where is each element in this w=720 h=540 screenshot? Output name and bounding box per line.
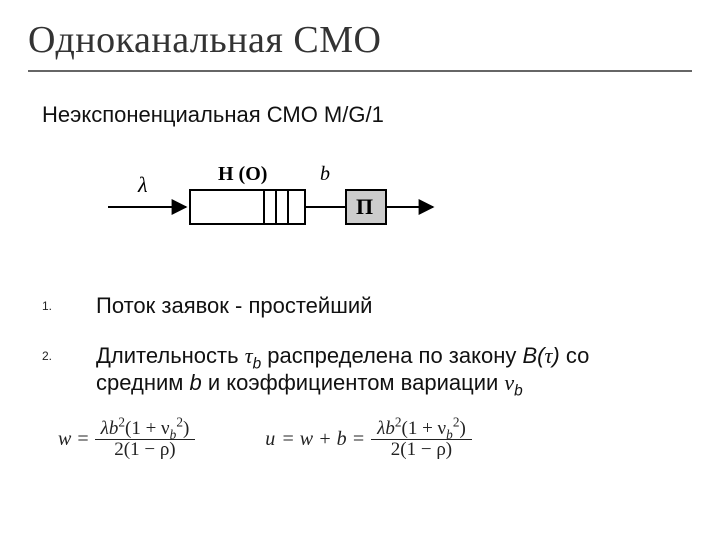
nu-symbol: ν: [504, 370, 514, 395]
txt: (1 + ν: [402, 418, 447, 439]
numerator: λb2(1 + νb2): [371, 419, 472, 440]
txt: ): [459, 418, 465, 439]
w-lhs: w: [58, 428, 71, 451]
denominator: 2(1 − ρ): [108, 440, 181, 461]
tau-symbol: τ: [245, 343, 253, 368]
list-text-1: Поток заявок - простейший: [96, 292, 372, 320]
queue-label: H (O): [218, 163, 267, 185]
txt: ): [183, 418, 189, 439]
list-item: 1. Поток заявок - простейший: [42, 292, 692, 320]
formula-w: w = λb2(1 + νb2) 2(1 − ρ): [58, 419, 195, 462]
queue-diagram: λ H (O) b П: [98, 152, 692, 252]
B-close: ): [552, 343, 559, 368]
lambda-label: λ: [137, 172, 148, 197]
slide-title: Одноканальная СМО: [28, 18, 692, 72]
list-number: 1.: [42, 292, 96, 313]
u-lhs: u: [265, 428, 275, 451]
fraction: λb2(1 + νb2) 2(1 − ρ): [95, 419, 196, 462]
list-item: 2. Длительность τ b распределена по закон…: [42, 342, 692, 397]
list-text-2: Длительность τ b распределена по закону B…: [96, 342, 676, 397]
b-symbol: b: [190, 370, 202, 395]
list-number: 2.: [42, 342, 96, 363]
txt: (1 + ν: [125, 418, 170, 439]
txt: λb: [101, 418, 119, 439]
b-label: b: [320, 163, 330, 185]
B-open: B(: [523, 343, 545, 368]
numerator: λb2(1 + νb2): [95, 419, 196, 440]
txt: Длительность: [96, 343, 245, 368]
formula-u: u = w + b = λb2(1 + νb2) 2(1 − ρ): [265, 419, 472, 462]
txt: и коэффициентом вариации: [202, 370, 505, 395]
txt: распределена по закону: [261, 343, 522, 368]
fraction: λb2(1 + νb2) 2(1 − ρ): [371, 419, 472, 462]
u-eq: = w + b =: [281, 428, 365, 451]
slide-subtitle: Неэкспоненциальная СМО М/G/1: [42, 102, 692, 128]
sq: 2: [395, 414, 402, 429]
eq-sign: =: [77, 428, 88, 451]
denominator: 2(1 − ρ): [385, 440, 458, 461]
bullet-list: 1. Поток заявок - простейший 2. Длительн…: [42, 292, 692, 397]
sq: 2: [176, 414, 183, 429]
txt: λb: [377, 418, 395, 439]
nu-sub: b: [514, 382, 523, 399]
formulas-row: w = λb2(1 + νb2) 2(1 − ρ) u = w + b = λb…: [58, 419, 692, 462]
server-label: П: [356, 194, 373, 219]
